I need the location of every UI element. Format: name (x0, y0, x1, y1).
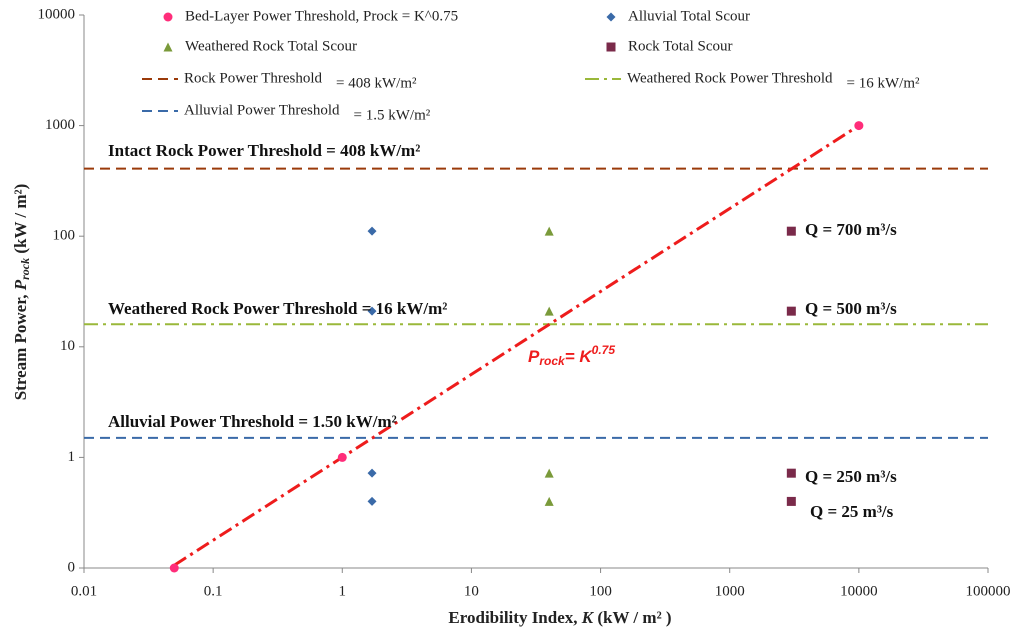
point (786, 306, 796, 316)
curve-label: Prock= K0.75 (528, 343, 615, 368)
point (544, 496, 554, 506)
plot: 0.01 0.1 1 10 100 1000 10000 100000 0 1 10 100 1000 1… (38, 6, 1011, 599)
x-tick-label: 0.01 (71, 583, 97, 599)
y-tick-label: 100 (53, 228, 76, 244)
legend-label: Bed-Layer Power Threshold, Prock = K^0.7… (185, 8, 458, 24)
annotation: Q = 25 m³/s (810, 502, 894, 521)
y-tick-label: 1 (68, 449, 76, 465)
point (786, 496, 796, 506)
point (544, 468, 554, 478)
x-tick-label: 1000 (715, 583, 745, 599)
legend-marker (163, 42, 173, 52)
x-tick-label: 1 (339, 583, 347, 599)
point (786, 468, 796, 478)
curve-label-part: 0.75 (592, 343, 616, 357)
annotation: Weathered Rock Power Threshold = 16 kW/m… (108, 299, 447, 318)
annotation: Alluvial Power Threshold = 1.50 kW/m² (108, 412, 397, 431)
legend-marker (606, 42, 616, 52)
curve-label-part: = K (565, 347, 594, 366)
x-axis-title: Erodibility Index, K (kW / m² ) (448, 608, 671, 627)
x-tick-label: 10000 (840, 583, 878, 599)
curve-label-part: rock (539, 354, 566, 368)
legend-label: Alluvial Power Threshold (184, 102, 340, 118)
y-axis-title: Stream Power, Prock (kW / m²) (11, 184, 32, 401)
y-tick-label: 0 (68, 559, 76, 575)
point (337, 452, 347, 462)
legend-label: Alluvial Total Scour (628, 8, 750, 24)
y-title-part: P (11, 279, 30, 291)
legend-label: Rock Total Scour (628, 38, 733, 54)
annotation: Q = 700 m³/s (805, 220, 897, 239)
point (367, 468, 377, 478)
y-tick-label: 1000 (45, 117, 75, 133)
point (544, 306, 554, 316)
legend-label: Rock Power Threshold (184, 70, 323, 86)
curve-label-part: P (528, 347, 540, 366)
annotation: Intact Rock Power Threshold = 408 kW/m² (108, 141, 420, 160)
legend-label: Weathered Rock Total Scour (185, 38, 357, 54)
point (367, 226, 377, 236)
point (169, 563, 179, 573)
x-title-part: (kW / m² ) (593, 608, 671, 627)
x-tick-label: 100 (589, 583, 612, 599)
legend-value: = 16 kW/m² (847, 75, 920, 91)
x-title-part: Erodibility Index, (448, 608, 581, 627)
annotation: Q = 250 m³/s (805, 467, 897, 486)
x-tick-label: 100000 (966, 583, 1011, 599)
power-curve (173, 124, 860, 567)
legend-value: = 1.5 kW/m² (354, 107, 431, 123)
legend-value: = 408 kW/m² (336, 75, 417, 91)
point (367, 306, 377, 316)
point (367, 496, 377, 506)
annotation: Q = 500 m³/s (805, 299, 897, 318)
legend-marker (163, 12, 173, 22)
y-tick-label: 10 (60, 338, 75, 354)
point (854, 121, 864, 131)
x-title-part: K (581, 608, 595, 627)
y-title-part: Stream Power, (11, 290, 30, 400)
x-tick-label: 10 (464, 583, 479, 599)
y-title-part: (kW / m²) (11, 184, 30, 258)
y-tick-label: 10000 (38, 6, 76, 22)
point (544, 226, 554, 236)
point (786, 226, 796, 236)
y-title-part: rock (18, 258, 32, 280)
legend-marker (606, 12, 616, 22)
legend-label: Weathered Rock Power Threshold (627, 70, 833, 86)
x-tick-label: 0.1 (204, 583, 223, 599)
